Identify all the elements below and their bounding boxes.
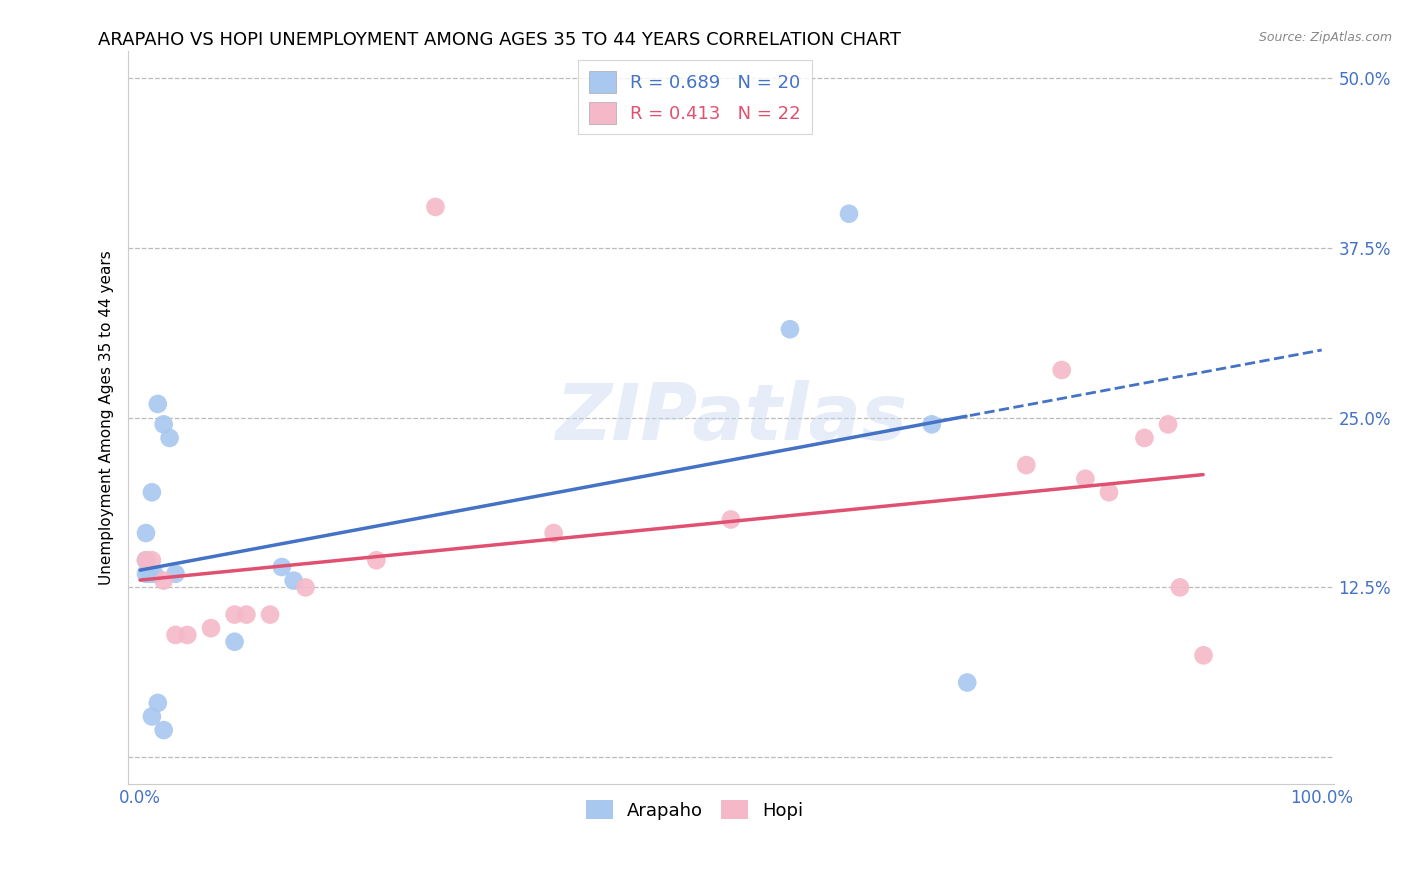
Point	[720, 512, 742, 526]
Point	[146, 696, 169, 710]
Point	[135, 553, 157, 567]
Point	[1098, 485, 1121, 500]
Point	[165, 566, 187, 581]
Point	[224, 607, 246, 622]
Point	[146, 397, 169, 411]
Point	[838, 207, 860, 221]
Y-axis label: Unemployment Among Ages 35 to 44 years: Unemployment Among Ages 35 to 44 years	[100, 250, 114, 585]
Point	[1192, 648, 1215, 663]
Point	[294, 581, 316, 595]
Point	[141, 553, 163, 567]
Legend: Arapaho, Hopi: Arapaho, Hopi	[578, 793, 811, 827]
Point	[200, 621, 222, 635]
Point	[159, 431, 181, 445]
Point	[138, 566, 160, 581]
Point	[270, 560, 292, 574]
Point	[165, 628, 187, 642]
Point	[779, 322, 801, 336]
Point	[1074, 472, 1097, 486]
Point	[543, 526, 565, 541]
Point	[259, 607, 281, 622]
Point	[1157, 417, 1180, 432]
Point	[135, 526, 157, 541]
Text: Source: ZipAtlas.com: Source: ZipAtlas.com	[1258, 31, 1392, 45]
Text: ZIPatlas: ZIPatlas	[555, 380, 907, 456]
Point	[176, 628, 198, 642]
Point	[956, 675, 979, 690]
Point	[425, 200, 447, 214]
Point	[135, 553, 157, 567]
Point	[1015, 458, 1038, 472]
Point	[1133, 431, 1156, 445]
Point	[152, 574, 174, 588]
Text: ARAPAHO VS HOPI UNEMPLOYMENT AMONG AGES 35 TO 44 YEARS CORRELATION CHART: ARAPAHO VS HOPI UNEMPLOYMENT AMONG AGES …	[98, 31, 901, 49]
Point	[141, 709, 163, 723]
Point	[135, 566, 157, 581]
Point	[143, 566, 166, 581]
Point	[235, 607, 257, 622]
Point	[224, 634, 246, 648]
Point	[283, 574, 305, 588]
Point	[152, 417, 174, 432]
Point	[141, 485, 163, 500]
Point	[152, 723, 174, 737]
Point	[366, 553, 388, 567]
Point	[1168, 581, 1191, 595]
Point	[921, 417, 943, 432]
Point	[1050, 363, 1073, 377]
